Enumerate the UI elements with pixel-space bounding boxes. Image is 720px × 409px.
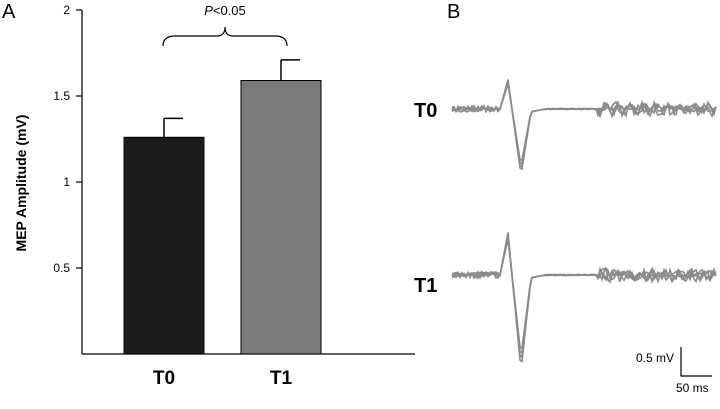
bar-t1: [240, 80, 322, 355]
mep-trace: [451, 234, 717, 359]
bar-t0: [123, 136, 205, 355]
mep-trace: [451, 232, 717, 363]
mep-trace: [451, 79, 717, 171]
mep-trace: [451, 82, 717, 165]
y-tick-label: 1.5: [53, 89, 70, 103]
scale-amplitude-label: 0.5 mV: [636, 351, 674, 365]
trace-row-t1: [451, 232, 717, 363]
bracket-line: [162, 26, 288, 47]
mep-trace: [451, 83, 717, 162]
x-category-label: T1: [270, 368, 293, 389]
significance-bracket: P<0.05: [162, 3, 288, 47]
y-tick-label: 2: [63, 3, 70, 17]
scale-bar-lines: [680, 347, 712, 377]
trace-row-t0: [451, 79, 717, 171]
p-value-letter: P: [204, 3, 213, 18]
scale-bar: 0.5 mV 50 ms: [636, 347, 712, 395]
y-tick-label: 0.5: [53, 261, 70, 275]
x-category-label: T0: [153, 368, 175, 389]
trace-label-t0: T0: [414, 100, 437, 122]
p-value-threshold: <0.05: [213, 3, 246, 18]
scale-time-label: 50 ms: [676, 381, 709, 395]
mep-trace: [451, 238, 717, 350]
mep-trace: [451, 80, 717, 168]
bar-chart: MEP Amplitude (mV) 0.5 1 1.5 2 T0 T1 P<0.05: [13, 3, 415, 389]
y-tick-label: 1: [63, 175, 70, 189]
mep-trace: [451, 236, 716, 354]
p-value-label: P<0.05: [204, 3, 246, 18]
panel-b-letter: B: [447, 1, 460, 23]
trace-label-t1: T1: [414, 275, 437, 297]
panel-a-letter: A: [2, 1, 16, 23]
y-axis-label: MEP Amplitude (mV): [13, 115, 29, 252]
mep-traces: T0 T1: [414, 79, 717, 363]
